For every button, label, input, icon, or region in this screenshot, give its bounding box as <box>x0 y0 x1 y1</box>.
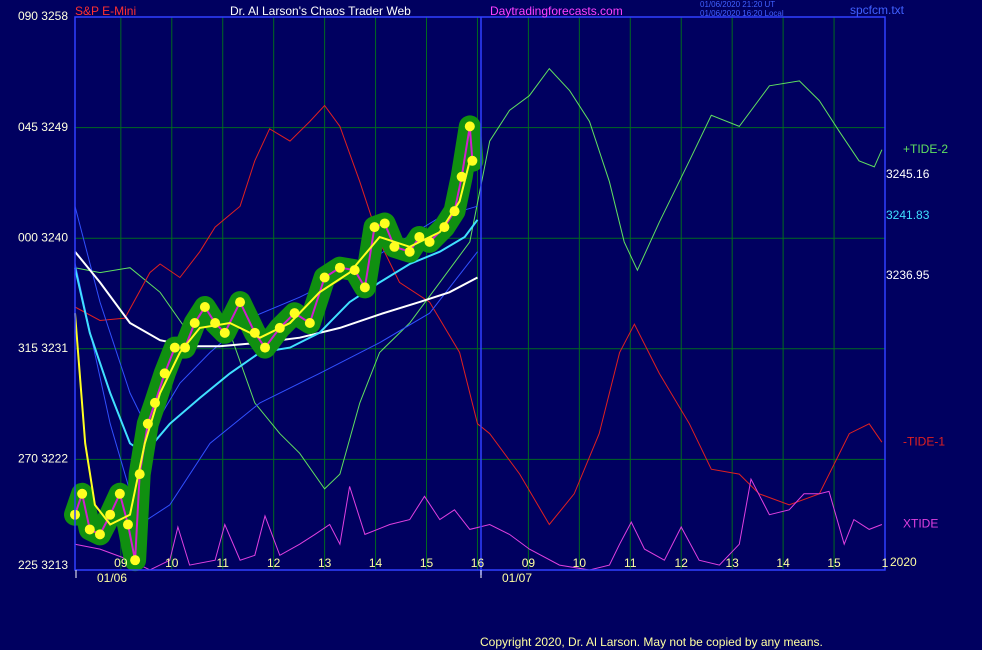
series-label: XTIDE <box>903 517 938 531</box>
series-line <box>74 251 478 526</box>
price-marker <box>379 218 390 229</box>
x-tick-label: 15 <box>420 556 434 570</box>
x-tick-label: 16 <box>471 556 485 570</box>
x-tick-label: 09 <box>114 556 128 570</box>
price-marker <box>404 246 415 257</box>
price-marker <box>199 302 210 313</box>
chart-title: Dr. Al Larson's Chaos Trader Web <box>230 4 411 18</box>
y-tick-label: 270 3222 <box>18 452 68 466</box>
price-label: 3241.83 <box>886 208 930 222</box>
x-tick-label: 15 <box>827 556 841 570</box>
instrument: S&P E-Mini <box>75 4 136 18</box>
plot-frame <box>74 16 886 571</box>
price-marker <box>114 488 125 499</box>
price-marker <box>130 555 141 566</box>
price-marker <box>189 317 200 328</box>
x-tick-label: 10 <box>573 556 587 570</box>
y-tick-label: 090 3258 <box>18 9 68 23</box>
price-marker <box>94 529 105 540</box>
y-tick-label: 000 3240 <box>18 230 68 244</box>
price-marker <box>369 222 380 233</box>
x-tick-label: 10 <box>165 556 179 570</box>
x-tick-label: 12 <box>267 556 281 570</box>
y-tick-label: 315 3231 <box>18 341 68 355</box>
time-local: 01/06/2020 16:20 Local <box>700 9 784 18</box>
x-tick-label: 13 <box>725 556 739 570</box>
file-name: spcfcm.txt <box>850 3 905 17</box>
x-tick-label: 11 <box>217 556 230 570</box>
price-marker <box>219 327 230 338</box>
time-ut: 01/06/2020 21:20 UT <box>700 0 775 9</box>
price-marker <box>414 231 425 242</box>
date-label: 01/06 <box>97 571 127 585</box>
y-tick-label: 045 3249 <box>18 120 68 134</box>
price-marker <box>319 272 330 283</box>
site: Daytradingforecasts.com <box>490 4 623 18</box>
x-tick-label: 14 <box>776 556 790 570</box>
x-tick-label: 09 <box>522 556 536 570</box>
x-tick-label: 12 <box>675 556 689 570</box>
series-label: -TIDE-1 <box>903 434 945 448</box>
series-line <box>74 160 471 526</box>
price-marker <box>235 297 246 308</box>
price-marker <box>105 509 116 520</box>
series-line <box>74 104 883 526</box>
price-marker <box>389 241 400 252</box>
date-label: 01/07 <box>502 571 532 585</box>
x-tick-label: 14 <box>369 556 383 570</box>
price-marker <box>249 327 260 338</box>
x-tick-label: 13 <box>318 556 332 570</box>
plot <box>64 67 883 572</box>
price-label: 3236.95 <box>886 268 930 282</box>
series-line <box>74 477 883 571</box>
y-tick-label: 225 3213 <box>18 558 68 572</box>
price-marker <box>84 524 95 535</box>
x-tick-label: 11 <box>624 556 637 570</box>
year-label: 2020 <box>890 555 917 569</box>
price-marker <box>159 368 170 379</box>
price-label: 3245.16 <box>886 167 930 181</box>
price-marker <box>260 342 271 353</box>
copyright: Copyright 2020, Dr. Al Larson. May not b… <box>480 635 823 649</box>
price-marker <box>359 282 370 293</box>
price-marker <box>77 488 88 499</box>
price-marker <box>334 262 345 273</box>
series-label: +TIDE-2 <box>903 142 948 156</box>
price-marker <box>464 121 475 132</box>
price-marker <box>169 342 180 353</box>
price-marker <box>349 265 360 276</box>
price-marker <box>289 308 300 319</box>
x-tick-label: 1 <box>882 556 889 570</box>
price-marker <box>304 317 315 328</box>
price-marker <box>122 519 133 530</box>
